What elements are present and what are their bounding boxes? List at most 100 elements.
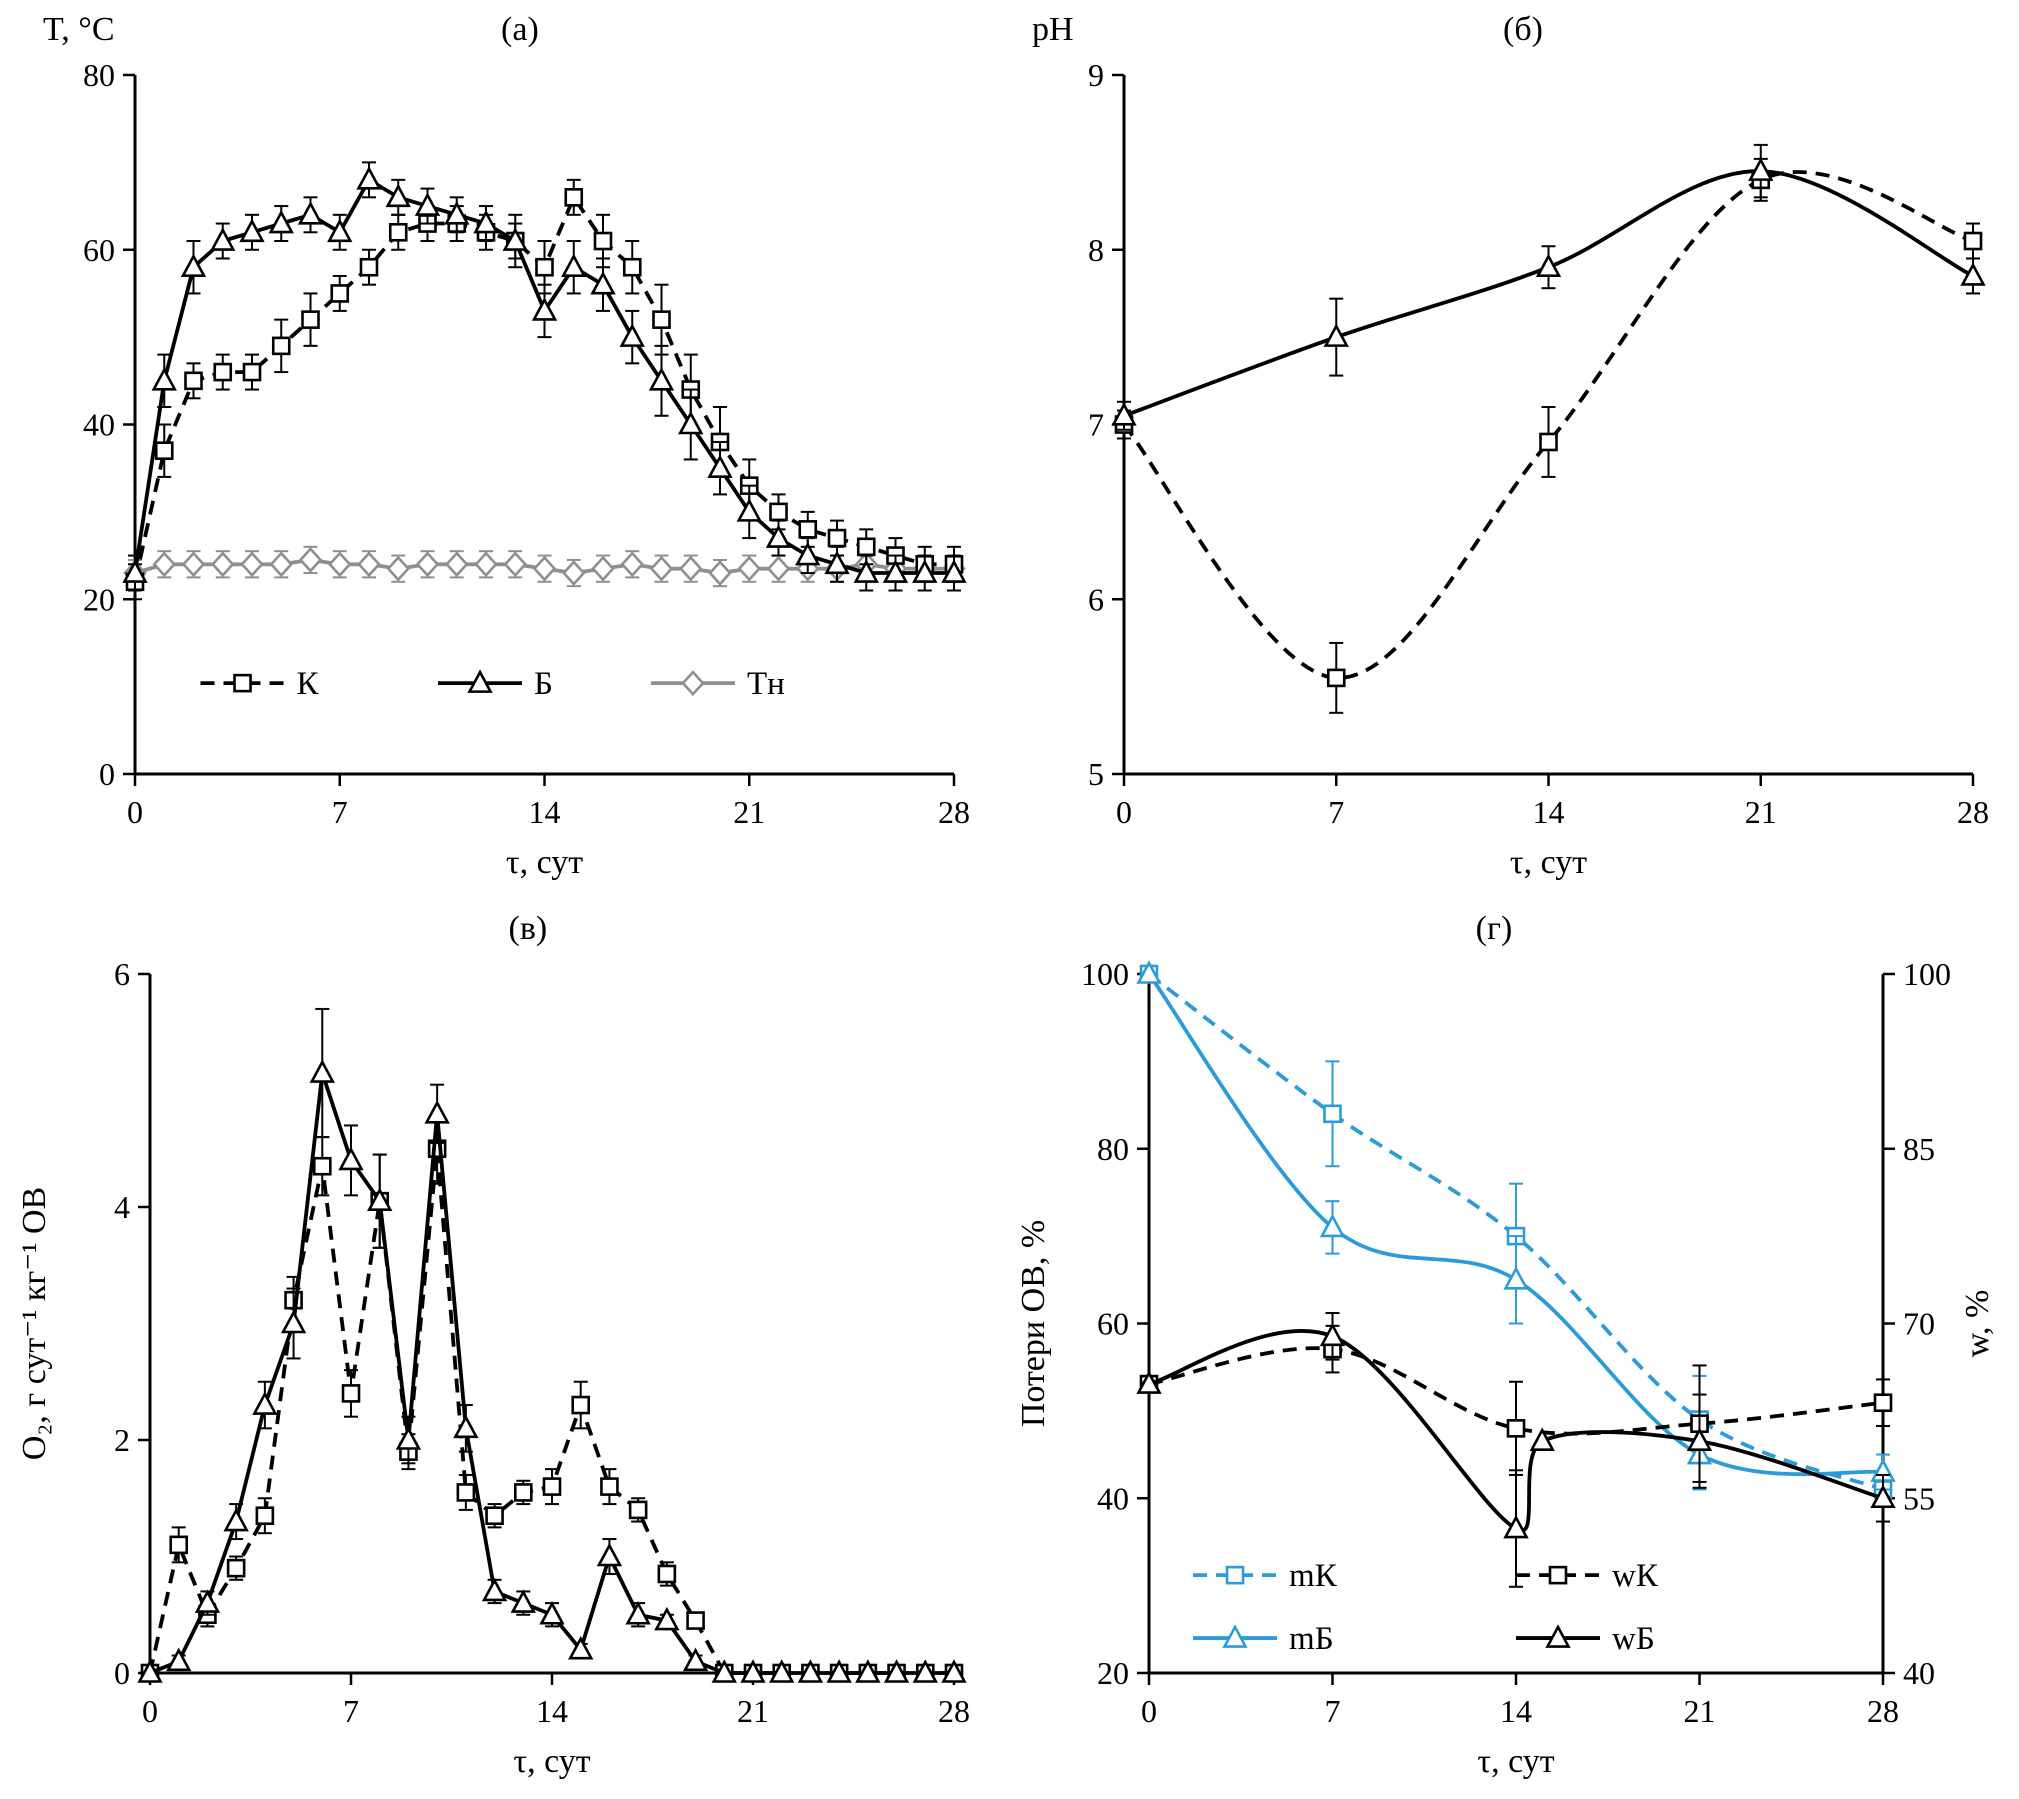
- marker-diamond: [327, 551, 352, 578]
- marker-square: [312, 1156, 332, 1176]
- marker-triangle: [1136, 1370, 1162, 1394]
- marker-triangle: [941, 559, 967, 583]
- marker-triangle: [1686, 1427, 1713, 1451]
- marker-triangle: [385, 183, 411, 208]
- marker-triangle: [619, 323, 645, 347]
- marker-triangle: [268, 209, 294, 234]
- x-axis-label: τ, сут: [1477, 1743, 1554, 1780]
- marker-triangle: [797, 1659, 824, 1683]
- x-tick-label: 0: [1116, 794, 1132, 830]
- y-tick-label: 20: [1097, 1655, 1129, 1691]
- marker-square: [1963, 231, 1983, 251]
- marker-triangle: [194, 1589, 221, 1613]
- y-tick-label: 60: [83, 232, 115, 268]
- marker-triangle: [590, 270, 616, 295]
- marker-diamond: [415, 551, 440, 578]
- marker-triangle: [1136, 960, 1162, 984]
- y-axis-label: O₂, г сут⁻¹ кг⁻¹ ОВ: [16, 1187, 53, 1460]
- marker-triangle: [1870, 1484, 1896, 1509]
- marker-square: [184, 371, 203, 391]
- marker-square: [271, 336, 291, 356]
- marker-square: [856, 537, 876, 557]
- marker-diamond: [181, 551, 206, 578]
- marker-triangle: [481, 1577, 508, 1602]
- marker-triangle: [654, 1606, 680, 1631]
- marker-square: [769, 502, 788, 522]
- marker-triangle: [941, 1659, 967, 1683]
- chart-om-losses-and-moisture: 0 7 14 21 28 20 40 60 80 100 40 55 70 85 100 (г) τ, сут П…: [1015, 910, 1996, 1780]
- marker-diamond: [681, 670, 705, 697]
- marker-square: [686, 1611, 705, 1630]
- y-tick-label: 40: [1097, 1480, 1129, 1516]
- x-tick-label: 0: [142, 1693, 158, 1729]
- marker-square: [359, 257, 379, 277]
- x-tick-label: 14: [1533, 794, 1565, 830]
- panel-title: (а): [501, 11, 539, 48]
- marker-triangle: [338, 1146, 364, 1171]
- marker-square: [542, 1477, 562, 1496]
- y-tick-right-label: 40: [1903, 1655, 1935, 1691]
- marker-triangle: [137, 1659, 163, 1683]
- axes-g: 0 7 14 21 28 20 40 60 80 100 40 55 70 85 100 (г) τ, сут П…: [1015, 910, 1996, 1780]
- marker-triangle: [122, 559, 148, 583]
- marker-square: [600, 1477, 619, 1496]
- axes-v: 0 7 14 21 28 0 2 4 6 (в) τ, сут O₂, г сут⁻¹ кг⁻¹ ОВ: [16, 910, 970, 1780]
- marker-square: [1539, 432, 1558, 452]
- marker-triangle: [297, 201, 324, 225]
- marker-diamond: [474, 551, 498, 578]
- marker-triangle: [467, 669, 493, 693]
- marker-diamond: [620, 551, 645, 578]
- marker-square: [169, 1535, 189, 1555]
- marker-square: [564, 188, 584, 207]
- x-tick-label: 28: [938, 794, 970, 830]
- chart-oxygen-consumption: 0 7 14 21 28 0 2 4 6 (в) τ, сут O₂, г сут⁻¹ кг⁻¹ ОВ: [16, 910, 970, 1780]
- legend-label: mБ: [1289, 1621, 1334, 1657]
- axes-b: 0 7 14 21 28 5 6 7 8 9 (б) τ, сут pH: [1032, 11, 1989, 881]
- marker-triangle: [1960, 262, 1986, 286]
- marker-triangle: [502, 227, 528, 251]
- x-tick-label: 0: [1141, 1693, 1157, 1729]
- marker-triangle: [395, 1426, 422, 1450]
- marker-triangle: [711, 1659, 737, 1683]
- y-tick-right-label: 70: [1903, 1306, 1935, 1342]
- legend-label: mК: [1289, 1558, 1338, 1594]
- marker-triangle: [166, 1647, 192, 1672]
- marker-triangle: [1503, 1266, 1529, 1290]
- marker-triangle: [356, 166, 382, 190]
- marker-diamond: [532, 555, 557, 582]
- series-b-Б: [1111, 143, 1986, 431]
- marker-square: [657, 1564, 677, 1584]
- marker-triangle: [883, 1659, 910, 1683]
- marker-triangle: [1545, 1624, 1571, 1648]
- marker-triangle: [473, 209, 499, 234]
- chart-ph: 0 7 14 21 28 5 6 7 8 9 (б) τ, сут pH: [1032, 11, 1989, 881]
- x-tick-label: 21: [737, 1693, 769, 1729]
- marker-triangle: [1111, 402, 1137, 426]
- marker-triangle: [424, 1100, 450, 1124]
- marker-square: [341, 1384, 361, 1403]
- x-tick-label: 14: [1500, 1693, 1532, 1729]
- marker-diamond: [737, 555, 762, 582]
- marker-square: [628, 1500, 648, 1520]
- y-tick-label: 7: [1088, 407, 1104, 443]
- y-tick-label: 100: [1081, 956, 1129, 992]
- marker-triangle: [309, 1059, 335, 1083]
- marker-triangle: [252, 1391, 278, 1415]
- y-tick-label: 5: [1088, 756, 1104, 792]
- marker-diamond: [240, 551, 264, 578]
- y-axis-label: Потери ОВ, %: [1015, 1220, 1052, 1427]
- y-tick-label: 20: [83, 581, 115, 617]
- series-line: [1147, 972, 1884, 1492]
- y-tick-right-label: 55: [1903, 1480, 1935, 1516]
- marker-diamond: [649, 555, 674, 582]
- marker-square: [1323, 1104, 1342, 1124]
- marker-triangle: [210, 227, 236, 251]
- y-tick-label: 80: [83, 57, 115, 93]
- x-tick-label: 0: [127, 794, 143, 830]
- x-tick-label: 21: [733, 794, 765, 830]
- panel-b-ph: 0 7 14 21 28 5 6 7 8 9 (б) τ, сут pH: [1009, 0, 2019, 899]
- marker-square: [535, 257, 554, 277]
- x-axis-label: τ, сут: [513, 1743, 590, 1780]
- marker-square: [1548, 1565, 1568, 1585]
